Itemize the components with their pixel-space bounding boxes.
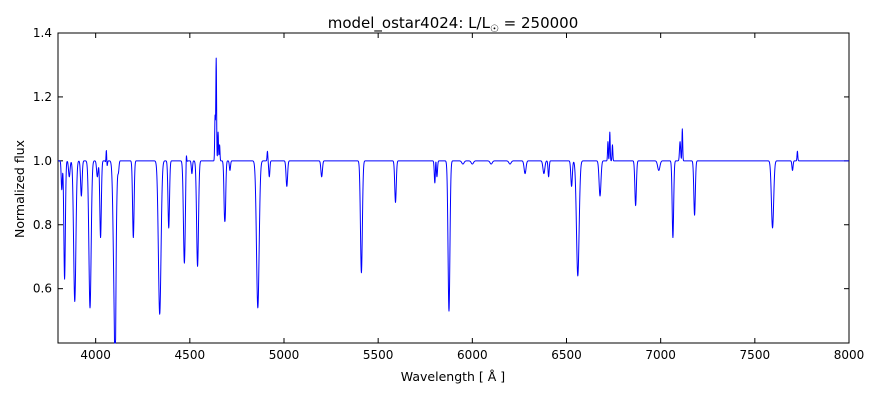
x-tick-label: 4500 xyxy=(175,348,206,362)
y-tick-label: 1.4 xyxy=(33,26,52,40)
y-tick-label: 0.6 xyxy=(33,282,52,296)
x-tick-label: 5500 xyxy=(363,348,394,362)
x-tick-label: 8000 xyxy=(834,348,865,362)
x-tick-label: 7000 xyxy=(645,348,676,362)
y-tick-label: 1.0 xyxy=(33,154,52,168)
x-tick-label: 6500 xyxy=(551,348,582,362)
chart-title-main: model_ostar4024: L/L xyxy=(328,14,491,33)
x-axis-label: Wavelength [ Å ] xyxy=(401,369,505,384)
x-tick-label: 6000 xyxy=(457,348,488,362)
chart-title-subscript: ☉ xyxy=(490,24,499,35)
y-tick-label: 1.2 xyxy=(33,90,52,104)
x-tick-label: 7500 xyxy=(740,348,771,362)
spectrum-series-line xyxy=(57,57,850,344)
chart-title: model_ostar4024: L/L☉ = 250000 xyxy=(328,14,579,35)
x-tick-label: 4000 xyxy=(80,348,111,362)
series-layer xyxy=(57,57,850,344)
plot-frame xyxy=(57,32,850,344)
x-tick-label: 5000 xyxy=(269,348,300,362)
y-axis-label: Normalized flux xyxy=(12,140,27,238)
chart-title-value: = 250000 xyxy=(499,14,578,32)
y-tick-label: 0.8 xyxy=(33,218,52,232)
axes-layer: 4000 4500 5000 5500 6000 6500 7000 7500 8000 0.6 0… xyxy=(33,26,864,362)
